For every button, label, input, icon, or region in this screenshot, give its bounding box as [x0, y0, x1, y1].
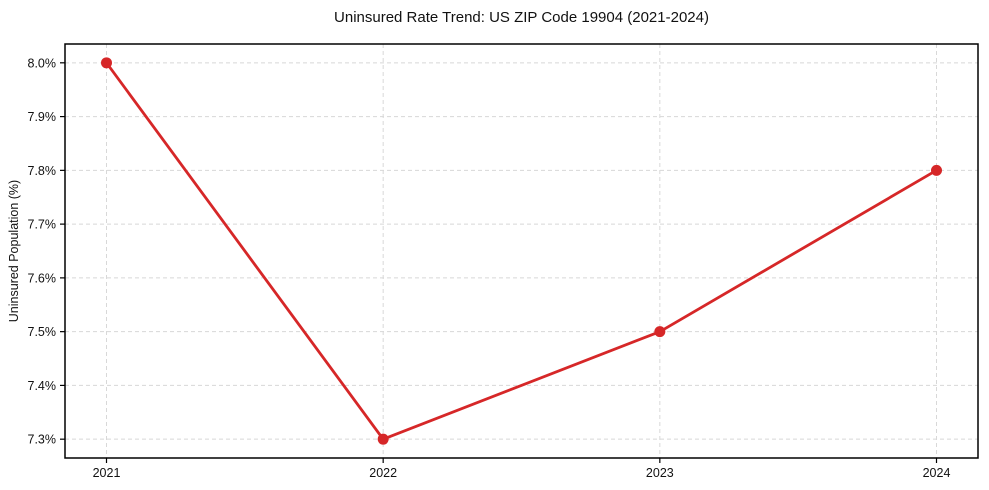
y-tick-label: 8.0% [28, 56, 57, 70]
x-tick-label: 2021 [93, 466, 121, 480]
y-tick-label: 7.7% [28, 218, 57, 232]
y-tick-label: 7.4% [28, 379, 57, 393]
plot-border [64, 43, 979, 459]
data-point [931, 164, 942, 176]
x-tick-label: 2023 [646, 466, 674, 480]
chart-title: Uninsured Rate Trend: US ZIP Code 19904 … [334, 9, 709, 26]
y-tick-label: 7.3% [28, 433, 57, 447]
data-point [377, 433, 389, 445]
x-tick-label: 2024 [923, 466, 951, 480]
data-point [654, 326, 666, 338]
trend-line [105, 61, 938, 441]
y-tick-label: 7.9% [28, 110, 57, 124]
y-tick-label: 7.8% [28, 164, 57, 178]
y-tick-label: 7.5% [28, 325, 57, 339]
data-point [101, 57, 112, 69]
x-tick-label: 2022 [369, 466, 397, 480]
y-tick-label: 7.6% [28, 271, 57, 285]
